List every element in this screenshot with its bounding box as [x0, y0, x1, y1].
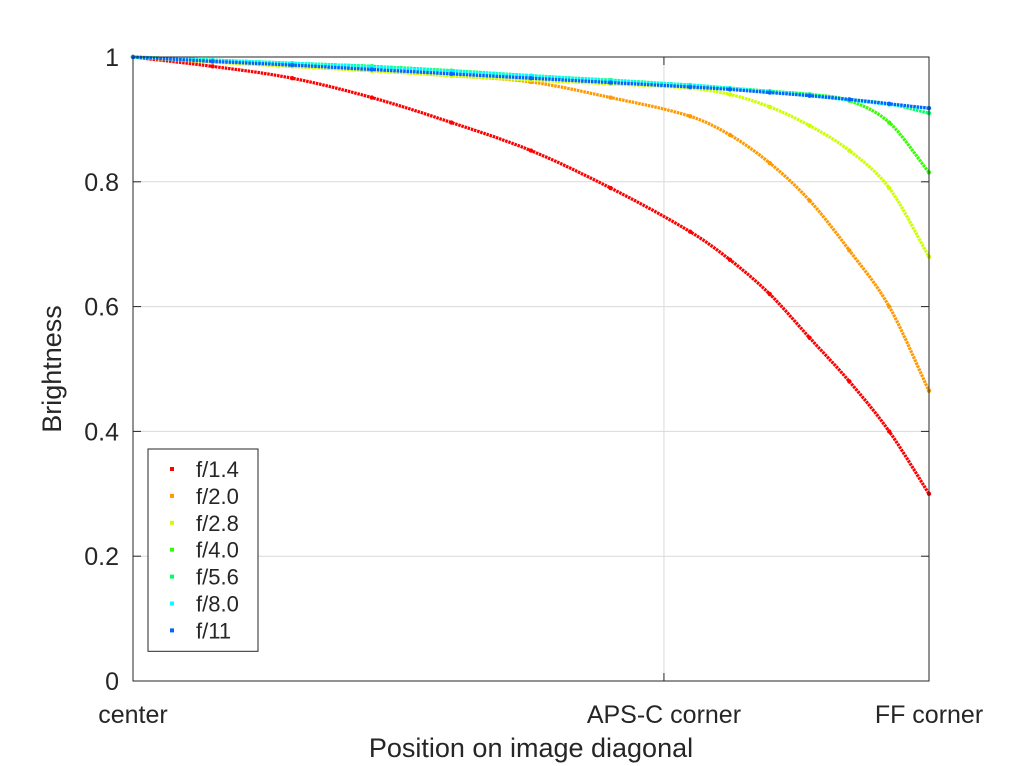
- legend-label: f/1.4: [196, 457, 239, 482]
- series-line: [132, 55, 931, 495]
- x-tick-label: FF corner: [875, 701, 983, 729]
- legend-label: f/5.6: [196, 565, 239, 590]
- legend-label: f/11: [196, 618, 231, 643]
- legend-box: [147, 448, 259, 652]
- legend-marker: [170, 493, 174, 498]
- y-tick-label: 0.2: [84, 543, 119, 571]
- series-f-1-4: [130, 54, 932, 496]
- y-axis-title: Brightness: [37, 305, 67, 433]
- x-axis-title: Position on image diagonal: [369, 733, 693, 763]
- y-tick-label: 0.6: [84, 294, 119, 322]
- y-tick-label: 1: [105, 44, 119, 72]
- y-tick-label: 0.8: [84, 169, 119, 197]
- y-tick-label: 0: [105, 668, 119, 696]
- x-tick-label: APS-C corner: [587, 701, 741, 729]
- legend-label: f/2.8: [196, 511, 239, 536]
- series-f-2-0: [130, 54, 932, 394]
- data-series: [130, 54, 932, 496]
- x-tick-label: center: [98, 701, 167, 729]
- series-line: [132, 55, 931, 392]
- legend-marker: [170, 601, 174, 606]
- series-line: [132, 55, 931, 258]
- legend-marker: [170, 574, 174, 579]
- series-f-11: [130, 54, 932, 111]
- legend-marker: [170, 547, 174, 552]
- series-line: [132, 55, 930, 110]
- legend-marker: [170, 467, 174, 471]
- legend-label: f/2.0: [196, 484, 239, 509]
- legend-marker: [170, 628, 174, 633]
- legend-label: f/4.0: [196, 538, 239, 563]
- plot-frame: [132, 56, 930, 682]
- axis-ticks: 0 0.2 0.4 0.6 0.8 1 center APS-C corner FF corne…: [84, 44, 983, 729]
- series-f-5-6: [130, 54, 932, 116]
- series-f-2-8: [130, 54, 932, 259]
- legend-label: f/8.0: [196, 592, 239, 617]
- legend-marker: [170, 520, 174, 525]
- legend: f/1.4f/2.0f/2.8f/4.0f/5.6f/8.0f/11: [147, 448, 259, 652]
- y-tick-label: 0.4: [84, 418, 119, 446]
